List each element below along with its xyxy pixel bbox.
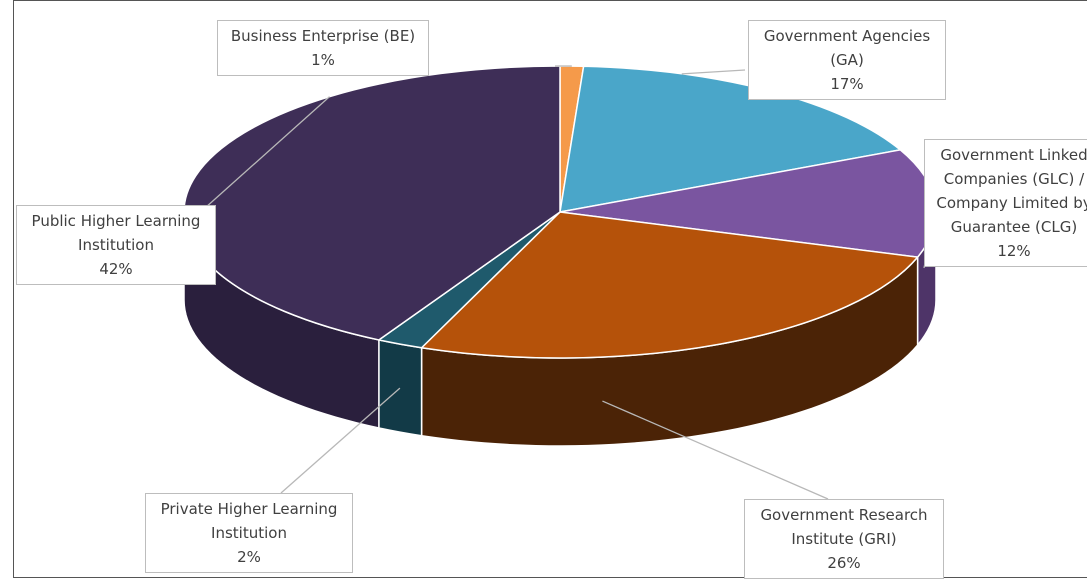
- label-percent: 2%: [154, 545, 344, 569]
- pie-side-4: [379, 340, 422, 436]
- label-percent: 42%: [25, 257, 207, 281]
- label-business-enterprise: Business Enterprise (BE) 1%: [217, 20, 429, 76]
- label-line: Government Linked: [933, 143, 1087, 167]
- label-private-higher-learning: Private Higher Learning Institution 2%: [145, 493, 353, 573]
- label-line: Guarantee (CLG): [933, 215, 1087, 239]
- leader-line-1: [682, 70, 745, 74]
- label-government-research-institute: Government Research Institute (GRI) 26%: [744, 499, 944, 579]
- label-public-higher-learning: Public Higher Learning Institution 42%: [16, 205, 216, 285]
- label-line: Company Limited by: [933, 191, 1087, 215]
- label-percent: 1%: [226, 48, 420, 72]
- label-percent: 17%: [757, 72, 937, 96]
- label-percent: 12%: [933, 239, 1087, 263]
- label-line: Private Higher Learning: [154, 497, 344, 521]
- label-line: (GA): [757, 48, 937, 72]
- label-line: Companies (GLC) /: [933, 167, 1087, 191]
- pie-top-faces: [184, 66, 936, 358]
- label-government-agencies: Government Agencies (GA) 17%: [748, 20, 946, 100]
- label-line: Business Enterprise (BE): [226, 24, 420, 48]
- label-government-linked-companies: Government Linked Companies (GLC) / Comp…: [924, 139, 1087, 267]
- label-percent: 26%: [753, 551, 935, 575]
- label-line: Institution: [154, 521, 344, 545]
- label-line: Institution: [25, 233, 207, 257]
- label-line: Institute (GRI): [753, 527, 935, 551]
- label-line: Government Research: [753, 503, 935, 527]
- label-line: Public Higher Learning: [25, 209, 207, 233]
- label-line: Government Agencies: [757, 24, 937, 48]
